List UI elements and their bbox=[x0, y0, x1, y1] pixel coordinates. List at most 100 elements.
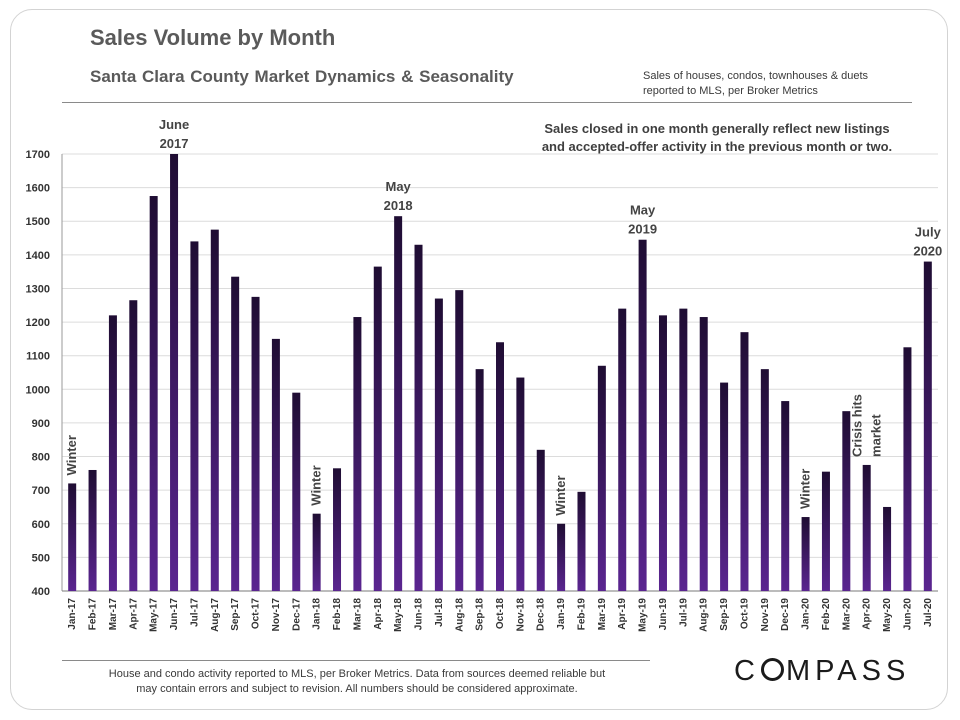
peak-annotation: 2020 bbox=[913, 244, 942, 259]
peak-annotation: 2018 bbox=[384, 198, 413, 213]
peak-annotation: May bbox=[385, 179, 411, 194]
y-tick-label: 1100 bbox=[26, 351, 50, 363]
y-tick-label: 500 bbox=[32, 552, 50, 564]
y-tick-label: 1600 bbox=[26, 183, 50, 195]
bar bbox=[516, 377, 525, 591]
bar bbox=[740, 332, 749, 591]
bar bbox=[821, 471, 830, 591]
bar bbox=[414, 244, 423, 591]
bar bbox=[190, 241, 199, 591]
peak-annotation: July bbox=[915, 225, 942, 240]
bar bbox=[231, 276, 240, 591]
bar bbox=[353, 317, 362, 591]
y-tick-label: 700 bbox=[32, 485, 50, 497]
bar bbox=[496, 342, 504, 591]
source-note: Sales of houses, condos, townhouses & du… bbox=[643, 69, 868, 99]
footnote-line: House and condo activity reported to MLS… bbox=[108, 668, 606, 680]
bar bbox=[862, 464, 871, 591]
season-annotation: market bbox=[869, 414, 884, 457]
bar bbox=[108, 315, 117, 591]
x-tick-label: Jun-19 bbox=[658, 598, 669, 631]
bar bbox=[271, 338, 280, 591]
peak-annotation: 2019 bbox=[628, 222, 657, 237]
bar bbox=[699, 317, 708, 591]
x-tick-label: Jun-20 bbox=[902, 598, 913, 631]
bar bbox=[842, 411, 851, 591]
bar bbox=[129, 300, 138, 591]
season-annotation: Winter bbox=[798, 469, 813, 509]
x-tick-label: Feb-18 bbox=[332, 598, 343, 631]
bar bbox=[455, 290, 464, 591]
x-tick-label: Apr-19 bbox=[617, 598, 628, 630]
bar bbox=[434, 298, 443, 591]
x-tick-label: Feb-17 bbox=[88, 598, 99, 631]
source-note-line: Sales of houses, condos, townhouses & du… bbox=[643, 70, 869, 82]
y-tick-label: 900 bbox=[32, 418, 50, 430]
x-tick-label: Mar-17 bbox=[108, 598, 119, 631]
x-tick-label: Apr-20 bbox=[862, 598, 873, 630]
chart-title: Sales Volume by Month bbox=[90, 25, 336, 50]
peak-annotation: 2017 bbox=[160, 136, 189, 151]
x-tick-label: Nov-19 bbox=[760, 598, 771, 632]
x-tick-label: Dec-17 bbox=[291, 598, 302, 631]
season-annotation: Crisis hits bbox=[850, 394, 865, 457]
bar bbox=[88, 469, 97, 591]
logo-text-end: MPASS bbox=[785, 655, 911, 687]
y-tick-label: 1700 bbox=[26, 149, 50, 161]
x-tick-label: Oct-17 bbox=[251, 598, 262, 630]
bar bbox=[658, 315, 667, 591]
bar bbox=[638, 239, 647, 591]
x-tick-label: Aug-17 bbox=[210, 598, 221, 632]
bar bbox=[475, 369, 484, 591]
x-tick-label: Oct-19 bbox=[739, 598, 750, 630]
bar bbox=[292, 392, 301, 591]
x-tick-label: Apr-17 bbox=[128, 598, 139, 630]
slide-frame bbox=[10, 9, 948, 710]
x-tick-label: Jul-19 bbox=[678, 598, 689, 627]
footer-divider bbox=[62, 660, 650, 661]
y-tick-label: 1200 bbox=[26, 317, 50, 329]
x-tick-label: Sep-19 bbox=[719, 598, 730, 631]
compass-logo: C MPASS bbox=[734, 655, 910, 688]
bar bbox=[251, 296, 260, 591]
x-tick-label: Mar-20 bbox=[841, 598, 852, 631]
bar bbox=[170, 154, 179, 591]
bar bbox=[760, 369, 769, 591]
x-tick-label: Dec-18 bbox=[536, 598, 547, 631]
footnote-line: may contain errors and subject to revisi… bbox=[136, 683, 578, 695]
bar bbox=[68, 483, 77, 591]
bar bbox=[557, 523, 566, 591]
chart-subtitle: Santa Clara County Market Dynamics & Sea… bbox=[90, 67, 514, 86]
x-tick-label: Jan-17 bbox=[67, 598, 78, 630]
bar bbox=[536, 449, 545, 591]
bar bbox=[597, 365, 606, 591]
x-tick-label: Nov-18 bbox=[515, 598, 526, 632]
peak-annotation: May bbox=[630, 203, 656, 218]
x-tick-label: May-17 bbox=[149, 598, 160, 632]
bar bbox=[373, 266, 382, 591]
x-tick-label: Sep-17 bbox=[230, 598, 241, 631]
chart-note: Sales closed in one month generally refl… bbox=[497, 120, 937, 156]
y-tick-label: 800 bbox=[32, 452, 50, 464]
logo-text-start: C bbox=[734, 655, 760, 687]
x-tick-label: Mar-19 bbox=[597, 598, 608, 631]
x-tick-label: Dec-19 bbox=[780, 598, 791, 631]
x-tick-label: Jan-18 bbox=[312, 598, 323, 630]
bar bbox=[720, 382, 729, 591]
x-tick-label: Jul-17 bbox=[189, 598, 200, 627]
season-annotation: Winter bbox=[64, 435, 79, 475]
x-tick-label: Aug-19 bbox=[699, 598, 710, 632]
x-tick-label: Sep-18 bbox=[475, 598, 486, 631]
x-tick-label: Aug-18 bbox=[454, 598, 465, 632]
bar bbox=[149, 196, 158, 591]
x-tick-label: Jul-20 bbox=[923, 598, 934, 627]
bar bbox=[394, 216, 403, 591]
x-tick-label: Jan-19 bbox=[556, 598, 567, 630]
x-tick-label: Feb-20 bbox=[821, 598, 832, 631]
header-divider bbox=[62, 102, 912, 103]
peak-annotation: June bbox=[159, 117, 189, 132]
bar bbox=[801, 517, 810, 591]
y-tick-label: 1000 bbox=[26, 384, 50, 396]
bar bbox=[577, 491, 586, 591]
bar bbox=[923, 261, 932, 591]
